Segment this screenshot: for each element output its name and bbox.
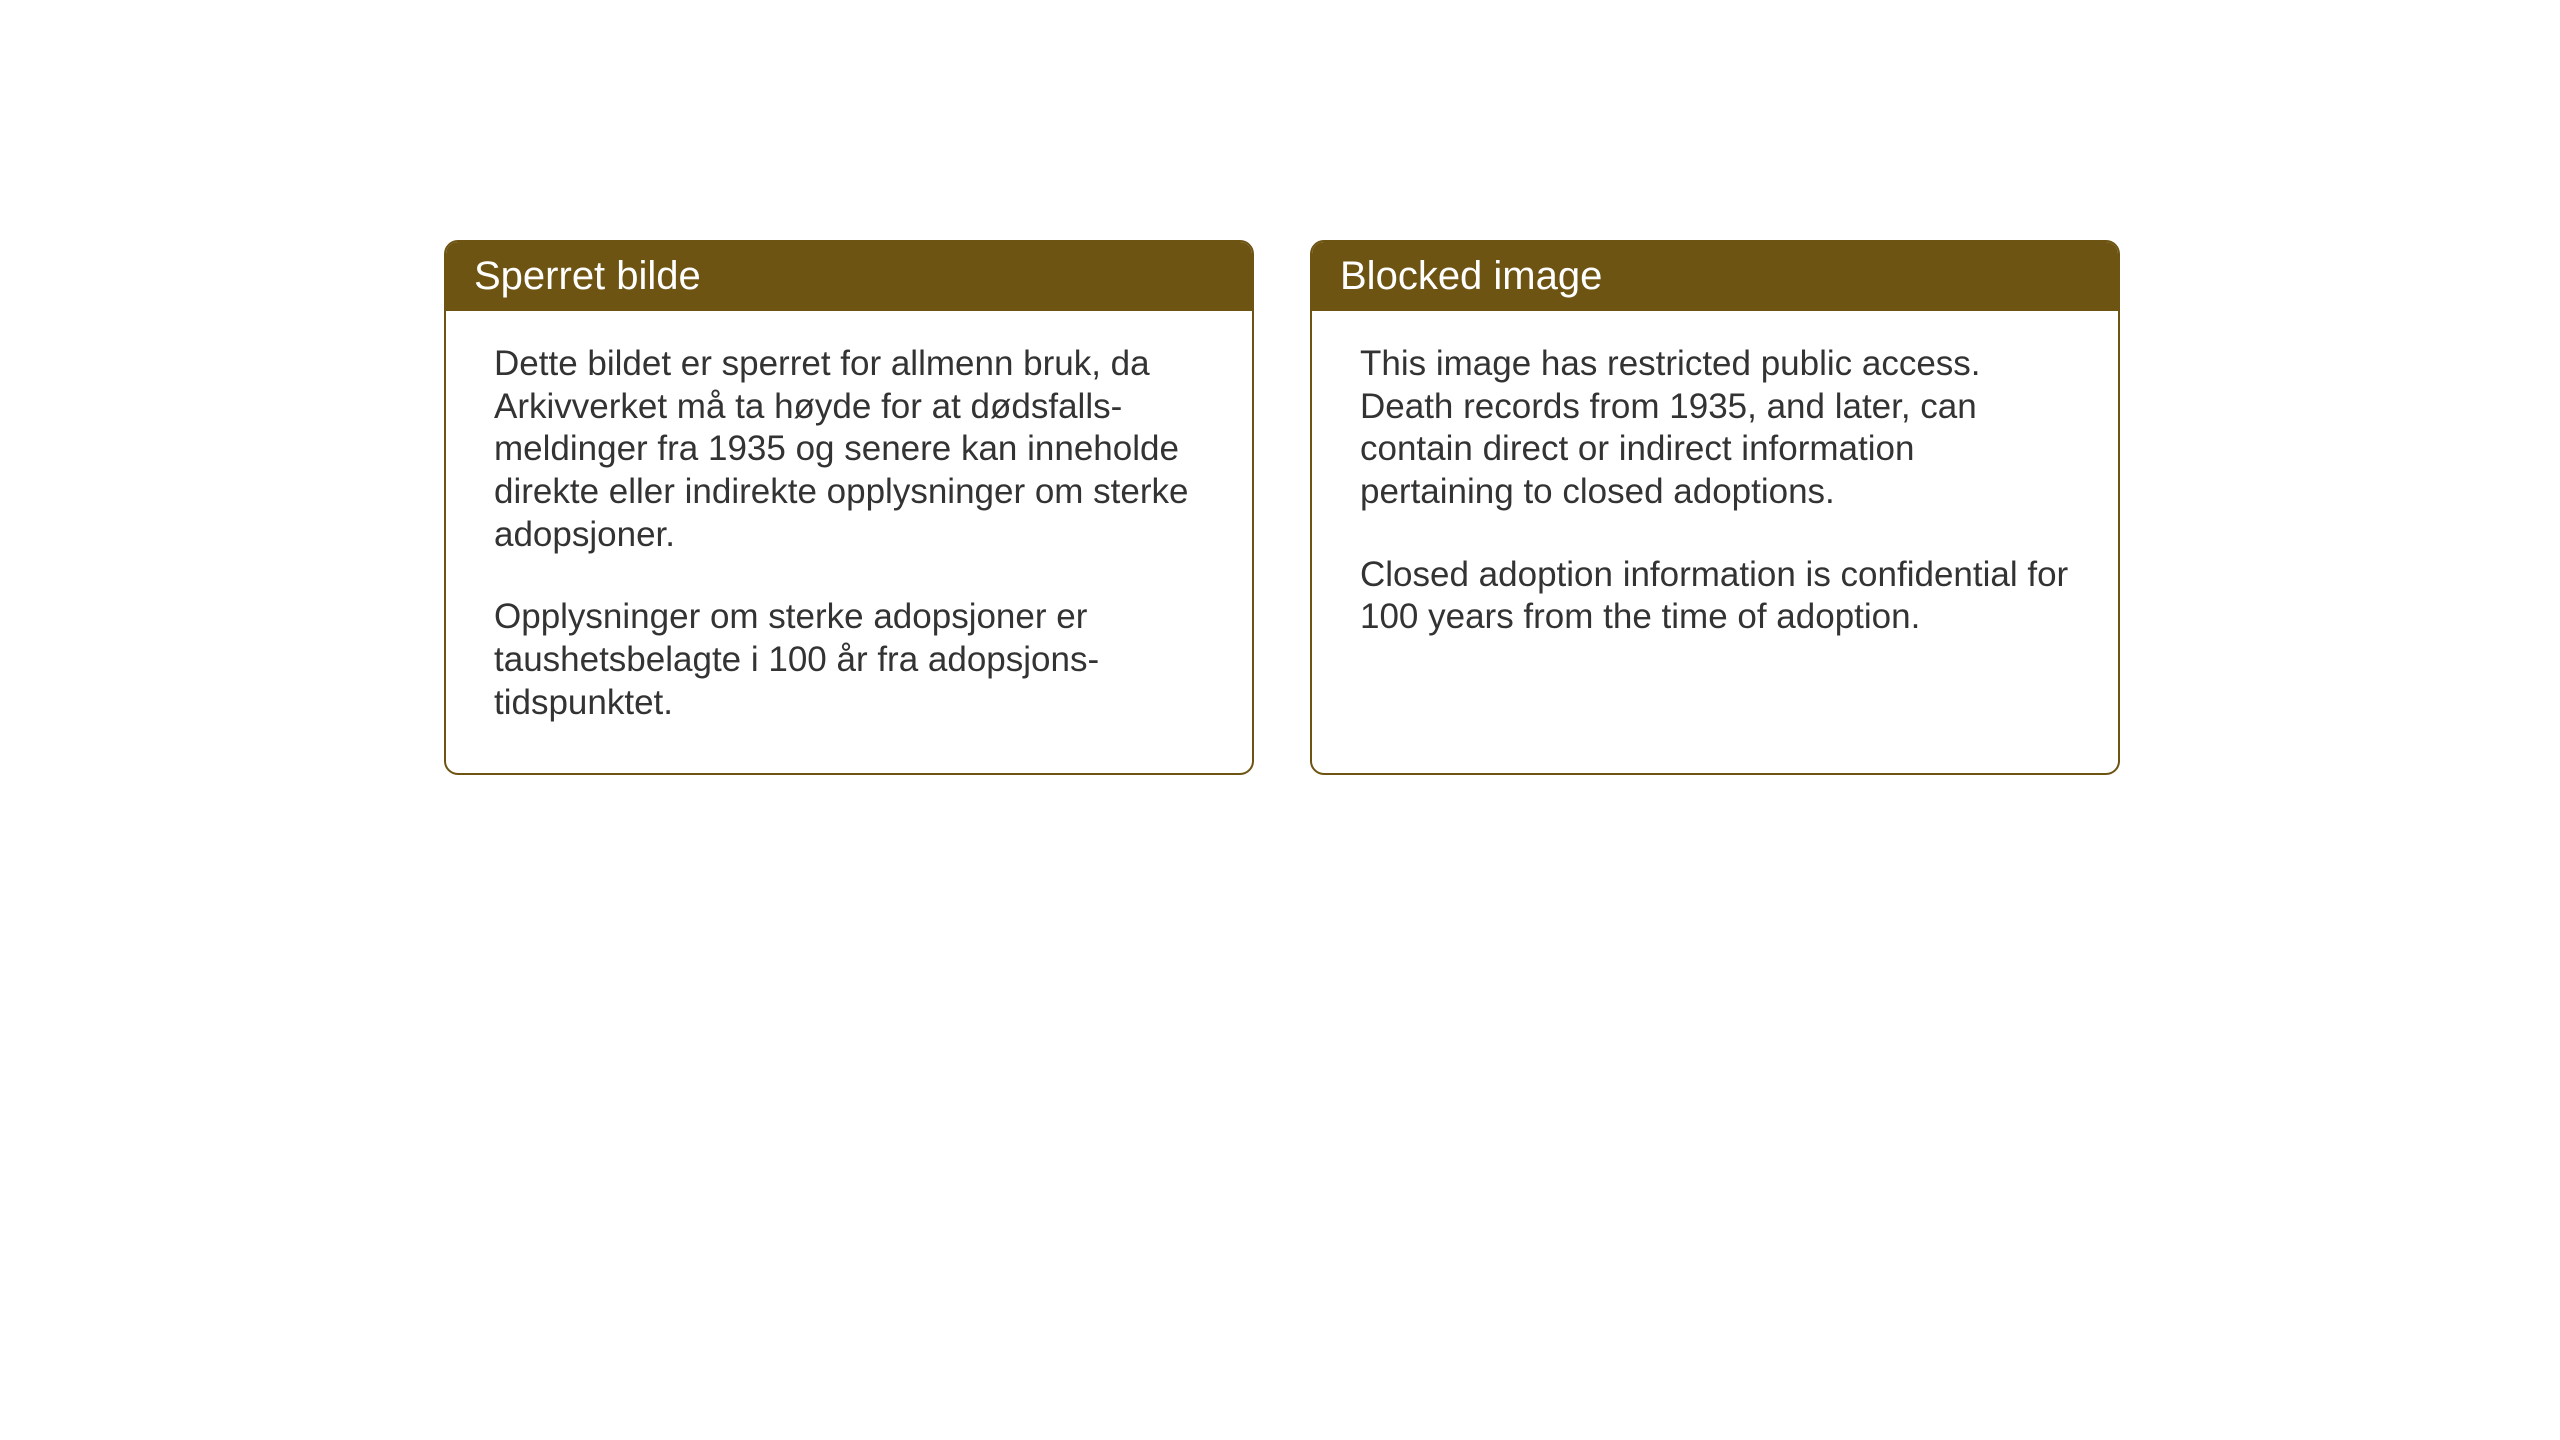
english-card-title: Blocked image [1312,242,2118,311]
english-paragraph-1: This image has restricted public access.… [1360,343,2070,514]
norwegian-card-title: Sperret bilde [446,242,1252,311]
norwegian-paragraph-2: Opplysninger om sterke adopsjoner er tau… [494,596,1204,724]
notice-container: Sperret bilde Dette bildet er sperret fo… [444,240,2120,775]
norwegian-paragraph-1: Dette bildet er sperret for allmenn bruk… [494,343,1204,556]
norwegian-card-body: Dette bildet er sperret for allmenn bruk… [446,311,1252,773]
english-notice-card: Blocked image This image has restricted … [1310,240,2120,775]
english-paragraph-2: Closed adoption information is confident… [1360,554,2070,639]
norwegian-notice-card: Sperret bilde Dette bildet er sperret fo… [444,240,1254,775]
english-card-body: This image has restricted public access.… [1312,311,2118,751]
